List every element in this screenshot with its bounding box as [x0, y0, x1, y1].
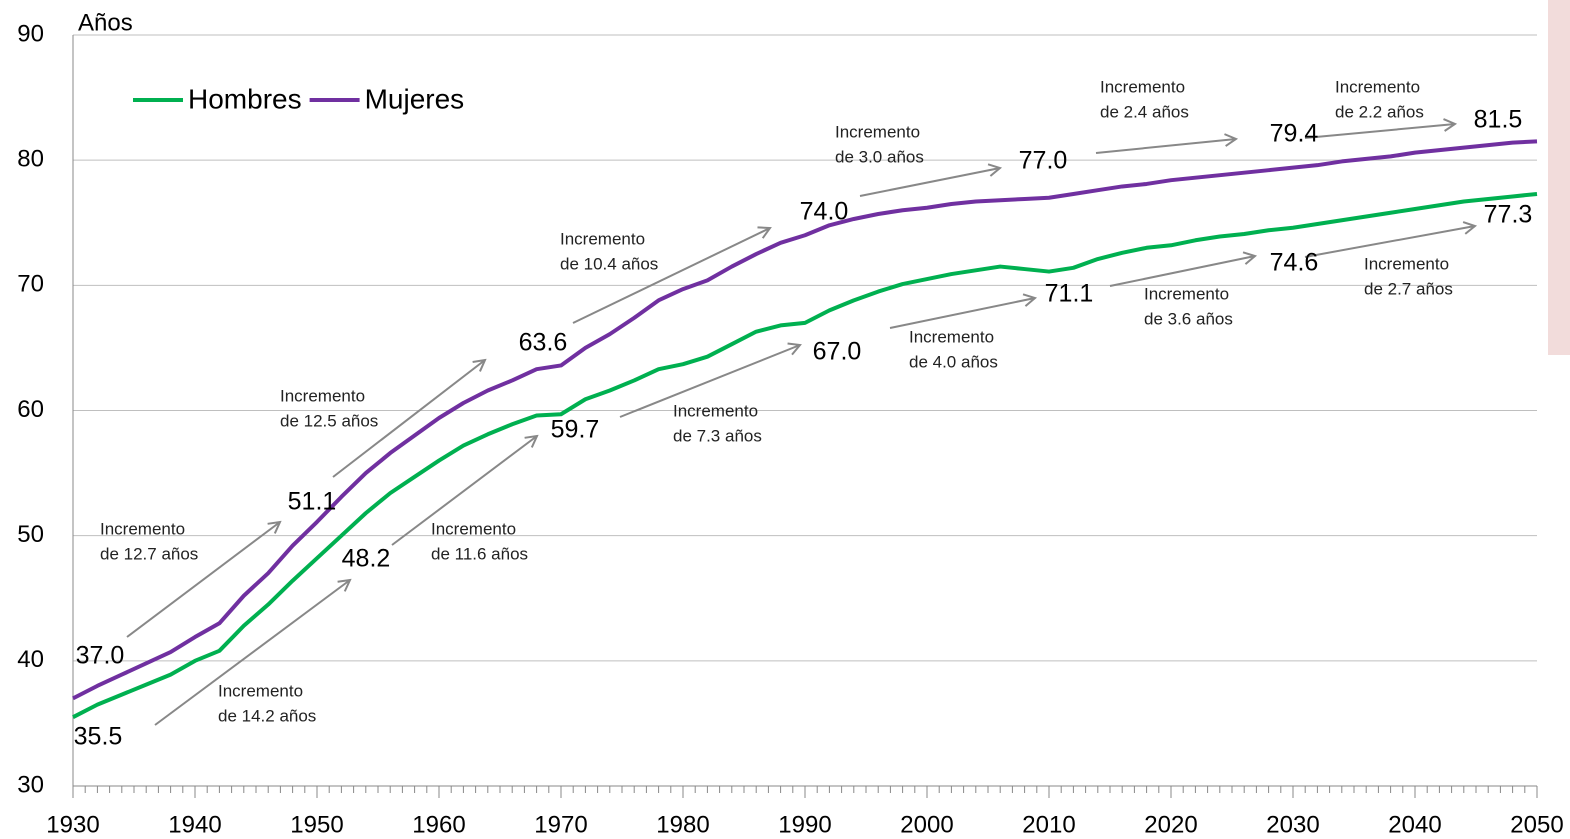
data-label: 37.0: [76, 642, 125, 670]
data-label: 74.0: [800, 198, 849, 226]
annotation: de 4.0 años: [909, 352, 998, 371]
annotation-arrow: [1109, 256, 1255, 287]
x-tick-label: 2000: [900, 811, 953, 838]
annotation-arrow: [859, 168, 1000, 197]
annotation: Incremento: [1364, 254, 1449, 273]
annotation: Incremento: [280, 386, 365, 405]
y-tick-label: 40: [17, 646, 44, 673]
legend-label: Mujeres: [365, 83, 465, 114]
annotation: Incremento: [431, 519, 516, 538]
y-tick-label: 30: [17, 771, 44, 798]
x-tick-label: 2020: [1144, 811, 1197, 838]
y-tick-label: 80: [17, 146, 44, 173]
data-label: 51.1: [288, 488, 337, 516]
annotation: de 2.2 años: [1335, 102, 1424, 121]
y-tick-label: 70: [17, 271, 44, 298]
annotation: Incremento: [1144, 284, 1229, 303]
annotation: de 11.6 años: [431, 544, 528, 563]
line-series: [72, 191, 1538, 719]
annotation-arrow: [619, 345, 800, 418]
legend-label: Hombres: [188, 83, 302, 114]
annotation: de 2.4 años: [1100, 102, 1189, 121]
x-tick-label: 1960: [412, 811, 465, 838]
data-label: 67.0: [813, 338, 862, 366]
x-tick-label: 1980: [656, 811, 709, 838]
y-tick-label: 90: [17, 20, 44, 47]
line-series: [72, 139, 1538, 701]
annotation-arrow: [154, 580, 350, 726]
data-label: 77.3: [1484, 201, 1533, 229]
annotation: Incremento: [100, 519, 185, 538]
annotation: de 10.4 años: [560, 254, 658, 273]
annotation: Incremento: [1100, 77, 1185, 96]
data-label: 79.4: [1270, 120, 1319, 148]
x-tick-label: 1930: [46, 811, 99, 838]
y-axis-label: Años: [78, 9, 133, 36]
x-tick-label: 2050: [1510, 811, 1563, 838]
annotation: de 12.5 años: [280, 411, 378, 430]
data-label: 74.6: [1270, 249, 1319, 277]
annotation: de 14.2 años: [218, 706, 316, 725]
data-label: 48.2: [342, 545, 391, 573]
annotation: de 7.3 años: [673, 426, 762, 445]
annotation-arrow: [332, 360, 485, 478]
x-tick-label: 1950: [290, 811, 343, 838]
annotation: de 3.6 años: [1144, 309, 1233, 328]
side-panel: [1548, 0, 1570, 355]
annotation: Incremento: [909, 327, 994, 346]
y-tick-label: 60: [17, 396, 44, 423]
annotation: Incremento: [560, 229, 645, 248]
annotation: de 12.7 años: [100, 544, 198, 563]
annotation-arrow: [1095, 139, 1236, 154]
annotation-arrow: [391, 436, 537, 546]
y-tick-label: 50: [17, 521, 44, 548]
annotation-arrow: [572, 228, 770, 324]
annotation: Incremento: [1335, 77, 1420, 96]
x-tick-label: 1940: [168, 811, 221, 838]
x-tick-label: 2040: [1388, 811, 1441, 838]
annotation: Incremento: [835, 122, 920, 141]
x-tick-label: 2030: [1266, 811, 1319, 838]
x-tick-label: 1990: [778, 811, 831, 838]
annotation: Incremento: [673, 401, 758, 420]
data-label: 35.5: [74, 723, 123, 751]
annotation-arrow: [889, 298, 1035, 329]
data-label: 77.0: [1019, 147, 1068, 175]
data-label: 59.7: [551, 416, 600, 444]
annotation: de 3.0 años: [835, 147, 924, 166]
data-label: 63.6: [519, 329, 568, 357]
data-label: 81.5: [1474, 106, 1523, 134]
data-label: 71.1: [1045, 280, 1094, 308]
annotation-arrow: [1304, 226, 1475, 258]
annotation: Incremento: [218, 681, 303, 700]
x-tick-label: 2010: [1022, 811, 1075, 838]
annotation-arrow: [1304, 124, 1455, 139]
annotation: de 2.7 años: [1364, 279, 1453, 298]
x-tick-label: 1970: [534, 811, 587, 838]
annotation-arrow: [126, 522, 280, 638]
